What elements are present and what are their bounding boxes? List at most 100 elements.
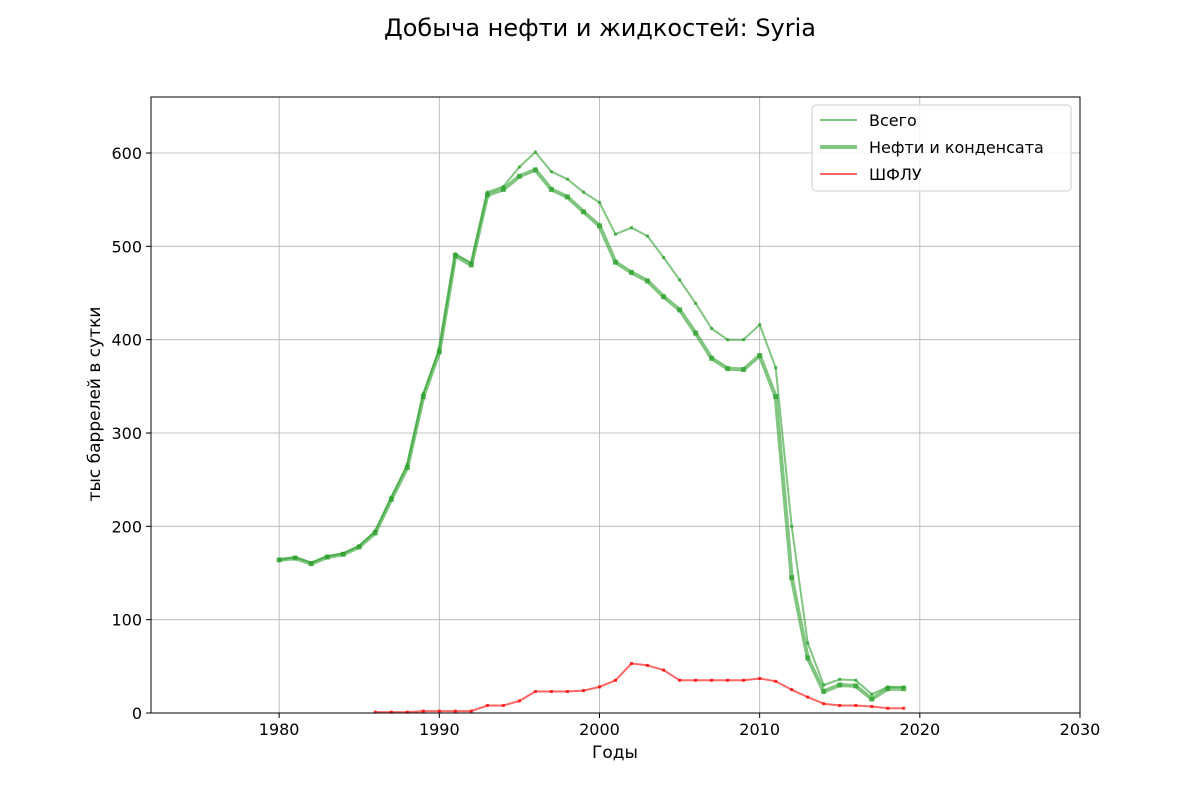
data-point-oil-condensate xyxy=(597,223,602,229)
data-point-oil-condensate xyxy=(837,682,843,688)
chart-title: Добыча нефти и жидкостей: Syria xyxy=(384,14,816,42)
data-point-oil-condensate xyxy=(613,259,618,265)
data-point-total xyxy=(565,177,569,181)
data-point-oil-condensate xyxy=(709,355,715,361)
data-point-total xyxy=(630,226,633,230)
data-point-oil-condensate xyxy=(773,394,779,400)
data-point-total xyxy=(598,201,601,204)
data-point-total xyxy=(501,185,505,189)
data-point-ngl xyxy=(453,709,457,713)
data-point-ngl xyxy=(886,706,890,710)
data-point-ngl xyxy=(774,679,778,683)
data-point-total xyxy=(710,327,714,330)
data-point-oil-condensate xyxy=(356,544,362,550)
data-point-ngl xyxy=(405,710,409,714)
data-point-ngl xyxy=(485,704,489,707)
data-point-ngl xyxy=(662,668,666,672)
data-point-ngl xyxy=(437,709,441,713)
plot-area-frame xyxy=(150,96,1081,714)
data-point-oil-condensate xyxy=(661,294,667,300)
data-point-oil-condensate xyxy=(452,253,458,259)
data-point-oil-condensate xyxy=(564,194,570,200)
x-tick-label: 1990 xyxy=(419,720,460,739)
x-axis-ticks: 1980 1990 2000 2010 2020 2030 xyxy=(259,713,1100,739)
data-point-oil-condensate xyxy=(436,349,442,355)
data-point-oil-condensate xyxy=(885,686,891,692)
data-point-oil-condensate xyxy=(500,186,506,192)
data-point-oil-condensate xyxy=(725,366,731,372)
data-point-total xyxy=(870,692,874,696)
data-point-oil-condensate xyxy=(821,689,827,694)
data-point-ngl xyxy=(565,690,569,693)
data-point-oil-condensate xyxy=(645,278,650,284)
data-point-total xyxy=(662,256,666,259)
y-tick-label: 300 xyxy=(111,424,142,443)
data-point-oil-condensate xyxy=(805,655,811,661)
data-point-oil-condensate xyxy=(677,307,683,313)
data-point-oil-condensate xyxy=(468,262,474,268)
series-line-oil-condensate xyxy=(278,167,904,701)
y-tick-label: 100 xyxy=(111,611,142,630)
y-tick-label: 400 xyxy=(111,331,142,350)
data-point-oil-condensate xyxy=(372,530,378,536)
data-point-oil-condensate xyxy=(388,496,394,502)
data-point-oil-condensate xyxy=(516,173,522,179)
data-point-ngl xyxy=(822,702,826,706)
data-point-oil-condensate xyxy=(420,394,426,400)
legend-box xyxy=(811,104,1072,192)
data-point-total xyxy=(614,232,617,236)
series-layer xyxy=(276,150,907,714)
data-point-total xyxy=(485,190,489,194)
data-point-ngl xyxy=(630,662,633,665)
data-point-oil-condensate xyxy=(548,186,554,192)
legend-label-oil-condensate: Нефти и конденсата xyxy=(869,138,1044,157)
x-axis-label: Годы xyxy=(592,743,638,763)
data-point-total xyxy=(517,165,521,169)
x-tick-label: 2010 xyxy=(739,720,780,739)
data-point-oil-condensate xyxy=(581,209,586,215)
y-tick-label: 200 xyxy=(111,517,142,536)
legend-label-ngl: ШФЛУ xyxy=(869,165,922,184)
data-point-ngl xyxy=(501,704,505,707)
series-line-total xyxy=(278,151,904,696)
data-point-ngl xyxy=(469,709,473,713)
data-point-oil-condensate xyxy=(404,465,410,470)
y-axis-ticks: 0 100 200 300 400 500 600 xyxy=(111,144,151,723)
data-point-total xyxy=(822,683,826,687)
series-line-ngl xyxy=(375,662,904,714)
data-point-ngl xyxy=(710,678,714,682)
data-point-oil-condensate xyxy=(629,270,634,275)
data-point-total xyxy=(533,150,537,154)
data-point-oil-condensate xyxy=(484,192,490,198)
data-point-ngl xyxy=(854,704,858,707)
y-tick-label: 0 xyxy=(132,704,142,723)
data-point-ngl xyxy=(549,690,553,693)
data-point-ngl xyxy=(598,685,601,689)
data-point-total xyxy=(758,323,762,327)
data-point-total xyxy=(806,641,810,645)
data-point-total xyxy=(694,301,698,305)
data-point-total xyxy=(742,338,746,342)
data-point-oil-condensate xyxy=(741,367,747,372)
data-point-ngl xyxy=(806,695,810,699)
data-point-oil-condensate xyxy=(853,683,859,689)
data-point-total xyxy=(790,524,794,528)
data-point-ngl xyxy=(373,710,377,714)
data-point-oil-condensate xyxy=(276,557,282,563)
data-point-ngl xyxy=(742,678,746,682)
data-point-ngl xyxy=(389,710,393,714)
data-point-total xyxy=(854,678,858,682)
data-point-oil-condensate xyxy=(532,167,538,173)
data-point-ngl xyxy=(902,706,906,710)
data-point-oil-condensate xyxy=(693,330,699,336)
data-point-oil-condensate xyxy=(869,696,875,702)
data-point-oil-condensate xyxy=(292,555,298,561)
data-point-ngl xyxy=(758,677,762,680)
y-tick-label: 500 xyxy=(111,237,142,256)
x-tick-label: 2000 xyxy=(579,720,620,739)
data-point-total xyxy=(549,170,553,174)
legend-label-total: Всего xyxy=(869,111,917,130)
data-point-total xyxy=(838,677,842,681)
legend: Всего Нефти и конденсата ШФЛУ xyxy=(811,104,1072,192)
